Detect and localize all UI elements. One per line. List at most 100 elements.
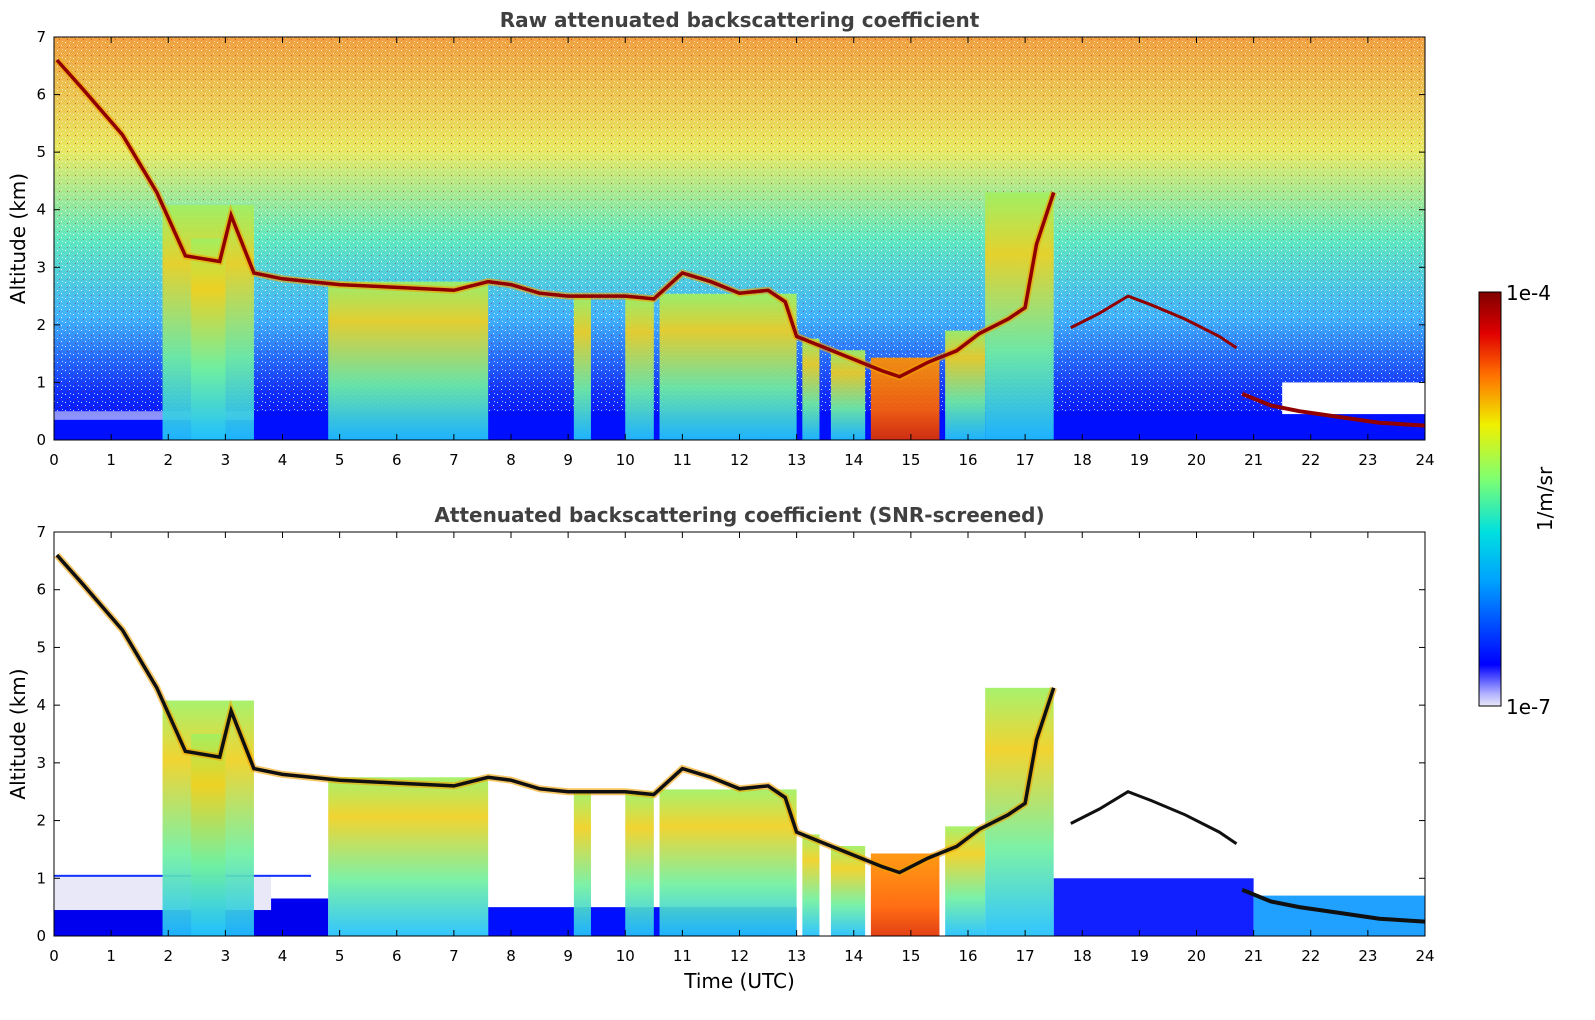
x-tick-label: 1 [106,451,116,469]
x-tick-label: 1 [106,947,116,965]
raw-y-axis-label: Altitude (km) [6,173,30,304]
x-tick-label: 14 [844,947,863,965]
y-tick-label: 3 [36,258,46,276]
x-tick-label: 20 [1187,451,1206,469]
x-tick-label: 20 [1187,947,1206,965]
screened-boundary-late [1053,878,1254,936]
x-tick-label: 0 [49,451,59,469]
aerosol-column [945,330,986,440]
aerosol-column [625,296,654,440]
y-tick-label: 2 [36,316,46,334]
y-tick-label: 6 [36,86,46,104]
aerosol-column [573,791,591,936]
colorbar-min-label: 1e-7 [1506,695,1551,719]
x-tick-label: 4 [278,451,288,469]
x-tick-label: 10 [616,947,635,965]
aerosol-column [802,834,820,936]
x-tick-label: 9 [563,947,573,965]
x-tick-label: 2 [163,451,173,469]
cloud-layer-line [55,58,1056,379]
y-tick-label: 1 [36,373,46,391]
colorbar: 1e-4 1e-7 1/m/sr [1478,281,1557,719]
y-tick-label: 4 [36,696,46,714]
aerosol-column [625,791,654,936]
aerosol-column [328,281,489,440]
y-tick-label: 0 [36,431,46,449]
y-tick-label: 5 [36,143,46,161]
aerosol-column [802,338,820,440]
screened-x-ticks: 0 1 2 3 4 5 6 7 8 9 10 11 12 13 14 15 16 17 18 19 20 21 22 23 24 [49,532,1435,965]
screened-y-axis-label: Altitude (km) [6,668,30,799]
aerosol-column [328,777,489,936]
screened-y-ticks: 0 1 2 3 4 5 6 7 [36,523,1425,945]
x-tick-label: 12 [730,947,749,965]
y-tick-label: 4 [36,201,46,219]
raw-panel-title: Raw attenuated backscattering coefficien… [500,8,980,32]
aerosol-column [191,734,226,936]
x-tick-label: 24 [1415,947,1434,965]
raw-backscatter-panel: Raw attenuated backscattering coefficien… [6,8,1435,469]
x-tick-label: 11 [673,947,692,965]
x-tick-label: 19 [1130,451,1149,469]
x-tick-label: 7 [449,451,459,469]
x-tick-label: 0 [49,947,59,965]
x-tick-label: 15 [901,451,920,469]
cloud-layer-line [55,553,1056,875]
x-tick-label: 17 [1016,947,1035,965]
x-tick-label: 5 [335,451,345,469]
x-tick-label: 13 [787,947,806,965]
x-tick-label: 7 [449,947,459,965]
screened-x-axis-label: Time (UTC) [683,969,795,993]
y-tick-label: 7 [36,523,46,541]
x-tick-label: 2 [163,947,173,965]
x-tick-label: 12 [730,451,749,469]
y-tick-label: 0 [36,927,46,945]
x-tick-label: 8 [506,947,516,965]
aerosol-column [573,296,591,440]
x-tick-label: 16 [958,947,977,965]
y-tick-label: 1 [36,869,46,887]
screened-backscatter-panel: Attenuated backscattering coefficient (S… [6,503,1435,993]
raw-low-noise-gap [54,411,254,420]
colorbar-gradient [1478,291,1502,707]
aerosol-column [659,293,797,440]
x-tick-label: 16 [958,451,977,469]
raw-heatmap-area [53,36,1426,441]
raw-clear-gap [1282,382,1425,415]
raw-y-ticks: 0 1 2 3 4 5 6 7 [36,28,1425,449]
aerosol-column [191,238,226,440]
x-tick-label: 21 [1244,451,1263,469]
low-cloud-line [1241,392,1425,428]
x-tick-label: 24 [1415,451,1434,469]
x-tick-label: 3 [221,451,231,469]
x-tick-label: 5 [335,947,345,965]
x-tick-label: 8 [506,451,516,469]
x-tick-label: 13 [787,451,806,469]
screened-heatmap-area [53,531,1426,937]
x-tick-label: 23 [1358,947,1377,965]
x-tick-label: 23 [1358,451,1377,469]
x-tick-label: 14 [844,451,863,469]
colorbar-max-label: 1e-4 [1506,281,1551,305]
x-tick-label: 15 [901,947,920,965]
screened-panel-title: Attenuated backscattering coefficient (S… [434,503,1044,527]
x-tick-label: 22 [1301,947,1320,965]
x-tick-label: 11 [673,451,692,469]
y-tick-label: 3 [36,754,46,772]
upper-cloud-line [1070,790,1238,845]
x-tick-label: 18 [1073,947,1092,965]
x-tick-label: 10 [616,451,635,469]
colorbar-unit-label: 1/m/sr [1533,466,1557,531]
aerosol-column [945,826,986,936]
x-tick-label: 17 [1016,451,1035,469]
y-tick-label: 5 [36,638,46,656]
y-tick-label: 6 [36,581,46,599]
x-tick-label: 22 [1301,451,1320,469]
x-tick-label: 4 [278,947,288,965]
raw-x-ticks: 0 1 2 3 4 5 6 7 8 9 10 11 12 13 14 15 16 17 18 19 20 21 22 23 24 [49,37,1435,469]
y-tick-label: 7 [36,28,46,46]
x-tick-label: 6 [392,451,402,469]
low-cloud-line [1241,887,1425,924]
x-tick-label: 21 [1244,947,1263,965]
